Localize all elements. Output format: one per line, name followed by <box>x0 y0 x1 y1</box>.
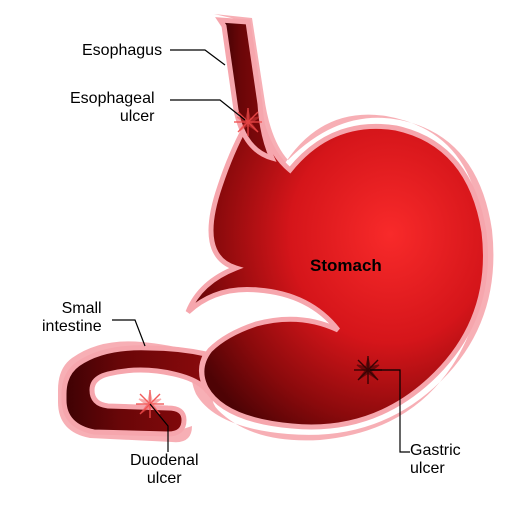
diagram-stage: Esophagus Esophageal ulcer Small intesti… <box>0 0 520 514</box>
label-esophageal-ulcer: Esophageal ulcer <box>70 90 155 127</box>
label-small-intestine: Small intestine <box>42 300 102 337</box>
label-stomach: Stomach <box>310 256 382 276</box>
stomach-body <box>64 20 485 434</box>
stomach-figure <box>0 0 520 514</box>
label-duodenal-ulcer: Duodenal ulcer <box>130 452 199 489</box>
label-esophagus: Esophagus <box>82 42 162 60</box>
label-gastric-ulcer: Gastric ulcer <box>410 442 461 479</box>
